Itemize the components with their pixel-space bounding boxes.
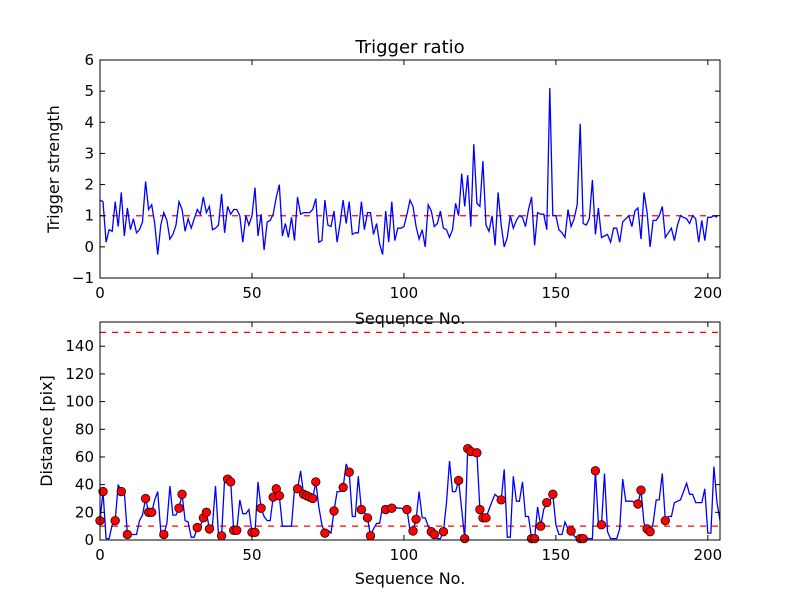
y-tick-label: 140 [65,337,94,355]
y-tick-label: 4 [84,113,94,131]
bottom-y-axis-label: Distance [pix] [37,375,56,487]
data-point-marker [590,466,601,476]
data-point-marker [542,497,552,508]
data-point-marker [529,533,540,544]
y-tick-label: 6 [84,51,94,69]
data-point-marker [292,484,303,494]
data-point-marker [344,467,354,477]
x-tick-label: 150 [542,284,571,302]
x-tick-label: 50 [242,546,261,564]
data-point-marker [496,495,506,505]
data-point-marker [226,477,236,487]
data-point-marker [566,526,576,536]
data-point-marker [460,533,470,544]
data-point-marker [365,531,376,541]
x-tick-label: 200 [694,546,723,564]
data-point-marker [320,528,330,538]
data-point-marker [429,529,439,540]
data-point-marker [192,522,202,533]
data-point-marker [122,529,133,540]
data-point-marker [402,504,412,515]
data-point-marker [274,491,284,501]
data-point-marker [408,526,418,536]
data-series-line [99,87,718,255]
y-tick-label: 100 [65,393,94,411]
data-point-marker [216,531,227,541]
y-tick-label: −1 [72,269,94,287]
y-tick-label: 5 [84,82,94,100]
data-point-marker [147,507,157,517]
data-point-marker [201,507,212,517]
data-point-marker [177,489,187,499]
data-point-marker [98,486,108,497]
data-point-marker [633,499,643,509]
axes-frame [99,321,721,541]
x-tick-label: 100 [390,284,419,302]
data-point-marker [311,477,321,487]
data-point-marker [232,525,242,535]
data-point-marker [636,485,646,495]
x-tick-label: 150 [542,546,571,564]
data-point-marker [475,504,485,515]
data-point-marker [453,475,464,486]
data-point-marker [159,529,169,540]
data-point-marker [596,520,607,530]
x-tick-label: 0 [95,284,105,302]
data-point-marker [536,521,546,531]
axes-frame [99,59,721,279]
chart-title: Trigger ratio [354,37,464,58]
data-point-marker [578,533,588,544]
y-tick-label: 1 [84,207,94,225]
y-tick-label: 0 [84,238,94,256]
x-tick-label: 50 [242,284,261,302]
top-y-axis-label: Trigger strength [44,105,63,234]
x-tick-label: 100 [390,546,419,564]
y-tick-label: 0 [84,531,94,549]
data-point-marker [548,489,558,499]
y-tick-label: 80 [75,420,94,438]
y-tick-label: 3 [84,144,94,162]
data-point-marker [660,515,670,526]
data-point-marker [140,493,151,504]
data-point-marker [356,504,367,515]
data-point-marker [338,482,348,493]
distance-plot: 0 50 100 150 200 0 20 40 60 80 100 120 140 [65,321,723,564]
data-point-marker [411,514,421,524]
data-point-marker [308,493,318,504]
data-point-marker [329,506,339,516]
data-point-marker [362,513,373,523]
y-tick-label: 60 [75,448,94,466]
data-point-marker [204,524,215,534]
y-tick-label: 40 [75,476,94,494]
data-point-marker [250,527,260,538]
data-point-marker [438,527,449,537]
x-tick-label: 200 [694,284,723,302]
y-tick-label: 20 [75,503,94,521]
x-tick-label: 0 [95,546,105,564]
data-point-marker [472,448,482,458]
data-point-marker [387,503,397,513]
data-point-marker [110,515,120,526]
top-x-axis-label: Sequence No. [355,309,466,328]
data-point-marker [645,527,655,537]
y-tick-label: 2 [84,176,94,194]
data-point-marker [116,486,126,497]
data-point-marker [481,513,491,523]
bottom-x-axis-label: Sequence No. [355,569,466,588]
data-point-marker [174,503,184,513]
data-point-marker [256,503,266,513]
y-tick-label: 120 [65,365,94,383]
